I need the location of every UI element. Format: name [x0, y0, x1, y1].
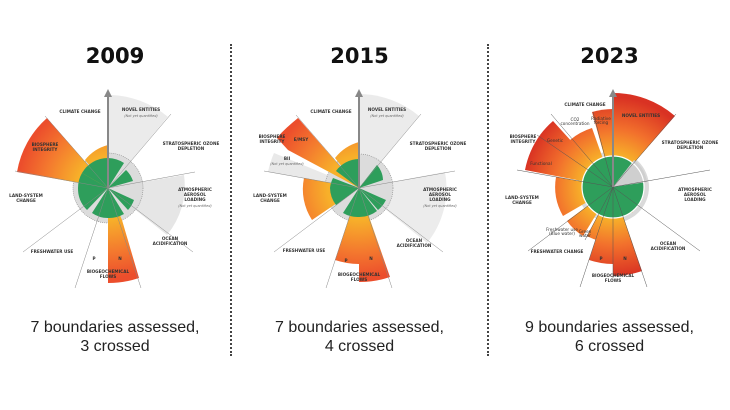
caption-line-2: 4 crossed [324, 338, 395, 355]
svg-text:OCEAN: OCEAN [162, 236, 179, 241]
caption-line-2: 6 crossed [574, 338, 645, 355]
year-title: 2015 [330, 44, 389, 68]
chart-2015: CLIMATE CHANGE NOVEL ENTITIES (Not yet q… [253, 89, 467, 289]
svg-text:FLOWS: FLOWS [100, 274, 117, 279]
svg-text:LAND-SYSTEM: LAND-SYSTEM [9, 193, 43, 198]
svg-text:AEROSOL: AEROSOL [429, 192, 451, 197]
svg-text:LAND-SYSTEM: LAND-SYSTEM [253, 193, 287, 198]
svg-text:water: water [579, 233, 591, 238]
svg-text:CO2: CO2 [571, 117, 580, 122]
caption: 7 boundaries assessed, 3 crossed [0, 318, 230, 356]
svg-text:Green: Green [579, 229, 592, 234]
dotted-divider [487, 44, 489, 356]
caption-line-1: 7 boundaries assessed, [30, 319, 200, 336]
year-title: 2009 [85, 44, 145, 68]
svg-text:INTEGRITY: INTEGRITY [511, 139, 537, 144]
caption: 7 boundaries assessed, 4 crossed [232, 318, 487, 356]
svg-text:P: P [92, 256, 95, 261]
svg-text:INTEGRITY: INTEGRITY [260, 139, 286, 144]
svg-text:ATMOSPHERIC: ATMOSPHERIC [678, 187, 712, 192]
caption-line-1: 7 boundaries assessed, [275, 319, 444, 336]
svg-text:FRESHWATER USE: FRESHWATER USE [283, 248, 326, 253]
svg-text:Freshwater use: Freshwater use [546, 227, 578, 232]
svg-text:LAND-SYSTEM: LAND-SYSTEM [505, 195, 539, 200]
svg-text:N: N [118, 256, 122, 261]
svg-text:DEPLETION: DEPLETION [178, 146, 205, 151]
svg-text:N: N [623, 256, 627, 261]
svg-text:DEPLETION: DEPLETION [677, 145, 704, 150]
svg-text:(Not yet quantified): (Not yet quantified) [124, 114, 157, 118]
svg-text:ACIDIFICATION: ACIDIFICATION [153, 241, 188, 246]
svg-text:NOVEL ENTITIES: NOVEL ENTITIES [368, 107, 406, 112]
svg-text:LOADING: LOADING [684, 197, 706, 202]
svg-text:INTEGRITY: INTEGRITY [33, 147, 59, 152]
svg-text:OCEAN: OCEAN [660, 241, 677, 246]
chart-2009: CLIMATE CHANGE NOVEL ENTITIES (Not yet q… [9, 89, 220, 289]
svg-text:Genetic: Genetic [547, 138, 564, 143]
svg-text:LOADING: LOADING [184, 197, 206, 202]
svg-text:AEROSOL: AEROSOL [684, 192, 706, 197]
svg-text:ATMOSPHERIC: ATMOSPHERIC [178, 187, 212, 192]
svg-text:BIOGEOCHEMICAL: BIOGEOCHEMICAL [87, 269, 130, 274]
panel-2015-text: 2015 7 boundaries assessed, 4 crossed [232, 0, 487, 410]
panel-2009-text: 2009 7 boundaries assessed, 3 crossed [0, 0, 230, 410]
svg-text:STRATOSPHERIC OZONE: STRATOSPHERIC OZONE [662, 140, 719, 145]
svg-text:E/MSY: E/MSY [294, 137, 310, 142]
svg-text:ATMOSPHERIC: ATMOSPHERIC [423, 187, 457, 192]
svg-text:N: N [369, 256, 373, 261]
dotted-divider [230, 44, 232, 356]
svg-text:CLIMATE CHANGE: CLIMATE CHANGE [564, 102, 605, 107]
svg-text:forcing: forcing [594, 120, 609, 125]
svg-text:BIOSPHERE: BIOSPHERE [510, 134, 537, 139]
svg-text:CLIMATE CHANGE: CLIMATE CHANGE [310, 109, 351, 114]
svg-text:LOADING: LOADING [429, 197, 451, 202]
svg-text:(Not yet quantified): (Not yet quantified) [423, 204, 456, 208]
svg-text:FLOWS: FLOWS [605, 278, 622, 283]
panel-2023-text: 2023 9 boundaries assessed, 6 crossed [489, 0, 730, 410]
svg-text:CHANGE: CHANGE [260, 198, 280, 203]
year-title: 2023 [580, 44, 639, 68]
svg-text:CLIMATE CHANGE: CLIMATE CHANGE [59, 109, 100, 114]
svg-text:concentration: concentration [560, 121, 589, 126]
svg-text:CHANGE: CHANGE [512, 200, 532, 205]
svg-text:FRESHWATER USE: FRESHWATER USE [31, 249, 74, 254]
svg-text:AEROSOL: AEROSOL [184, 192, 206, 197]
year-title: 2009 [85, 44, 145, 68]
caption-line-1: 9 boundaries assessed, [525, 319, 694, 336]
svg-text:(Blue water): (Blue water) [549, 231, 575, 236]
chart-2023: CLIMATE CHANGE CO2 concentration Radiati… [505, 89, 719, 288]
svg-text:BIOGEOCHEMICAL: BIOGEOCHEMICAL [592, 273, 635, 278]
svg-text:BIOSPHERE: BIOSPHERE [32, 142, 59, 147]
caption: 9 boundaries assessed, 6 crossed [489, 318, 730, 356]
svg-text:STRATOSPHERIC OZONE: STRATOSPHERIC OZONE [410, 141, 467, 146]
svg-text:DEPLETION: DEPLETION [425, 146, 452, 151]
svg-text:(Not yet quantified): (Not yet quantified) [178, 204, 211, 208]
caption-line-2: 3 crossed [80, 338, 150, 355]
svg-text:Functional: Functional [530, 161, 552, 166]
svg-text:FRESHWATER CHANGE: FRESHWATER CHANGE [531, 249, 584, 254]
svg-text:NOVEL ENTITIES: NOVEL ENTITIES [622, 113, 660, 118]
svg-text:BIOSPHERE: BIOSPHERE [259, 134, 286, 139]
svg-text:FLOWS: FLOWS [351, 277, 368, 282]
svg-text:ACIDIFICATION: ACIDIFICATION [397, 243, 432, 248]
svg-text:STRATOSPHERIC OZONE: STRATOSPHERIC OZONE [163, 141, 220, 146]
svg-text:OCEAN: OCEAN [406, 238, 423, 243]
svg-text:BIOGEOCHEMICAL: BIOGEOCHEMICAL [338, 272, 381, 277]
svg-text:Radiative: Radiative [591, 116, 611, 121]
svg-text:(Not yet quantified): (Not yet quantified) [270, 162, 303, 166]
svg-text:P: P [599, 256, 602, 261]
svg-text:CHANGE: CHANGE [16, 198, 36, 203]
svg-text:BII: BII [284, 156, 291, 161]
svg-text:P: P [344, 258, 347, 263]
panel-2009: 2009 [0, 0, 230, 410]
svg-text:NOVEL ENTITIES: NOVEL ENTITIES [122, 107, 160, 112]
svg-text:ACIDIFICATION: ACIDIFICATION [651, 246, 686, 251]
svg-text:(Not yet quantified): (Not yet quantified) [370, 114, 403, 118]
